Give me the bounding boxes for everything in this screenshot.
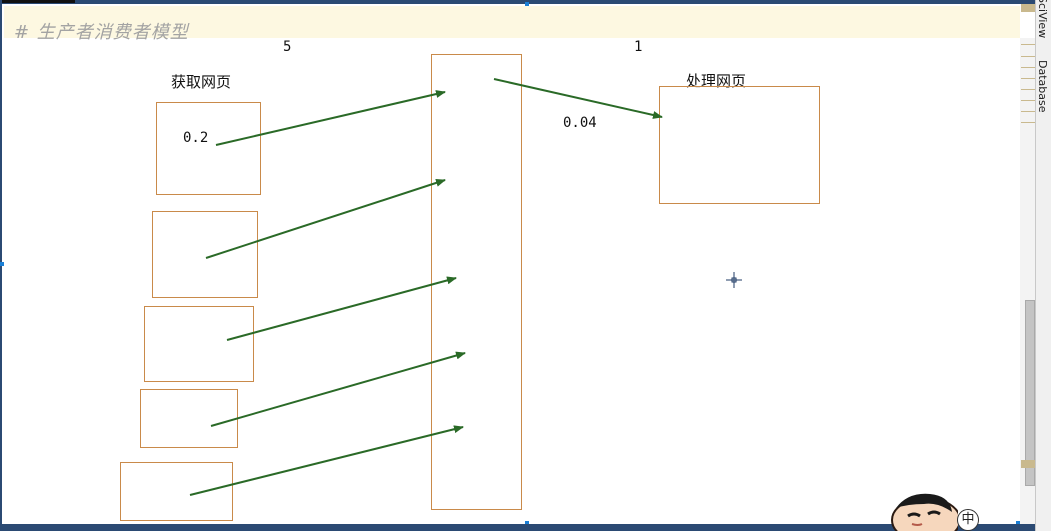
- scroll-marker-top: [1021, 4, 1035, 12]
- selection-handle-bottom-right[interactable]: [1016, 521, 1020, 525]
- code-comment-text: # 生产者消费者模型: [14, 22, 189, 43]
- process-page-label: 处理网页: [686, 72, 747, 90]
- fetch-page-label: 获取网页: [171, 73, 232, 91]
- scroll-marker: [1021, 56, 1035, 57]
- tab-database[interactable]: Database: [1036, 60, 1049, 113]
- producer-box-3[interactable]: [144, 306, 254, 382]
- code-comment-line[interactable]: # 生产者消费者模型: [4, 6, 1020, 43]
- scroll-marker: [1021, 78, 1035, 79]
- scroll-marker: [1021, 111, 1035, 112]
- window-bottom-edge: [0, 524, 1035, 531]
- arrow-producer-3[interactable]: [226, 276, 457, 341]
- window-top-edge: [0, 0, 1035, 4]
- mascot-avatar-icon: [891, 493, 958, 531]
- editor-tab-strip: [0, 0, 75, 3]
- crosshair-cursor-icon: [726, 272, 742, 288]
- consumer-box[interactable]: [659, 86, 820, 204]
- scroll-marker: [1021, 89, 1035, 90]
- arrow-queue-to-consumer[interactable]: [493, 78, 663, 119]
- ime-mode-badge[interactable]: 中: [957, 509, 979, 531]
- queue-box[interactable]: [431, 54, 522, 510]
- producer-box-1[interactable]: [156, 102, 261, 195]
- scroll-marker-bottom: [1021, 460, 1035, 468]
- producer-count-label: 5: [283, 39, 292, 55]
- selection-handle-top[interactable]: [525, 2, 529, 6]
- scroll-marker: [1021, 67, 1035, 68]
- scroll-marker: [1021, 100, 1035, 101]
- consumer-count-label: 1: [634, 39, 643, 55]
- selection-handle-bottom[interactable]: [525, 521, 529, 525]
- arrow-producer-5[interactable]: [189, 425, 464, 496]
- scroll-marker: [1021, 44, 1035, 45]
- arrow-producer-2[interactable]: [205, 178, 446, 259]
- fetch-time-label: 0.2: [183, 130, 209, 146]
- arrow-producer-1[interactable]: [215, 90, 446, 146]
- scrollbar-thumb[interactable]: [1025, 300, 1035, 486]
- scroll-marker: [1021, 122, 1035, 123]
- process-time-label: 0.04: [563, 115, 597, 131]
- producer-box-5[interactable]: [120, 462, 233, 521]
- producer-box-2[interactable]: [152, 211, 258, 298]
- selection-handle-left[interactable]: [0, 262, 4, 266]
- right-tool-window-strip: [1035, 0, 1051, 531]
- arrow-producer-4[interactable]: [210, 351, 466, 427]
- tab-sciview[interactable]: SciView: [1036, 0, 1049, 39]
